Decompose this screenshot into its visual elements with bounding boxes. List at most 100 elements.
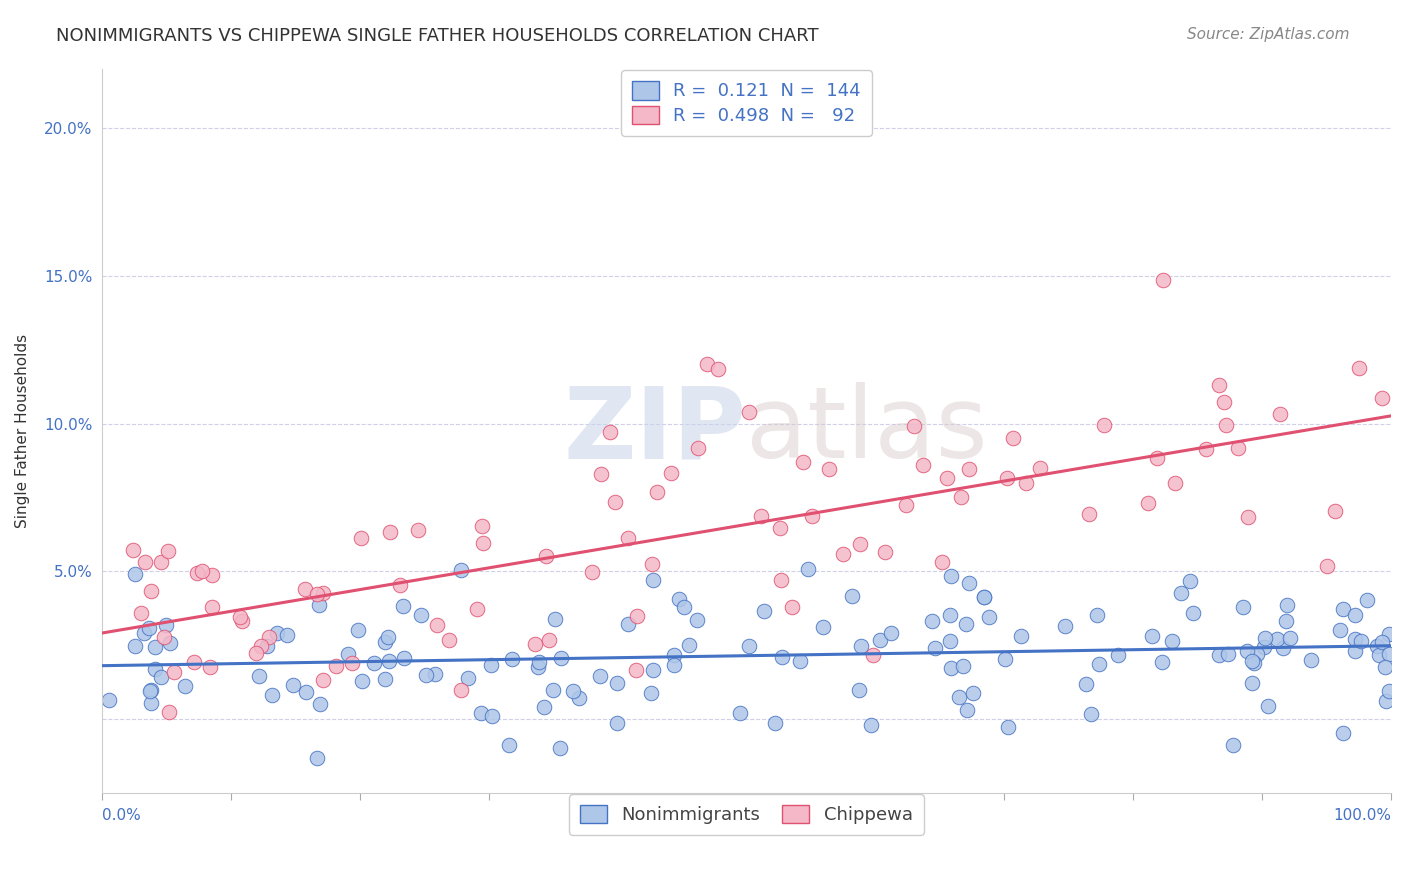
Point (245, 646, 267, 660)
Point (527, 655, 550, 669)
Point (1160, 633, 1182, 648)
Point (873, 545, 896, 559)
Point (955, 617, 977, 632)
Point (134, 625, 156, 640)
Point (174, 679, 197, 693)
Point (1257, 698, 1279, 713)
Point (143, 640, 166, 654)
Point (938, 607, 960, 622)
Point (997, 720, 1019, 734)
Point (849, 537, 872, 551)
Point (1240, 654, 1263, 668)
Point (131, 607, 153, 621)
Point (450, 563, 472, 577)
Point (792, 455, 814, 469)
Point (686, 613, 709, 627)
Point (481, 709, 503, 723)
Point (1015, 475, 1038, 490)
Point (1272, 640, 1295, 655)
Point (1080, 706, 1102, 721)
Point (957, 575, 980, 590)
Point (308, 598, 330, 612)
Point (617, 531, 640, 545)
Point (1324, 504, 1347, 518)
Point (641, 557, 664, 571)
Point (770, 650, 793, 665)
Point (471, 519, 494, 533)
Point (201, 599, 224, 614)
Point (1253, 632, 1275, 646)
Point (501, 652, 523, 666)
Point (305, 750, 328, 764)
Point (157, 544, 180, 558)
Y-axis label: Single Father Households: Single Father Households (15, 334, 30, 528)
Point (851, 640, 873, 654)
Point (664, 648, 686, 663)
Point (678, 638, 700, 652)
Point (1253, 640, 1275, 654)
Point (1368, 648, 1391, 662)
Point (294, 684, 316, 698)
Point (782, 599, 804, 614)
Point (841, 589, 863, 603)
Point (1195, 442, 1218, 456)
Point (201, 567, 224, 582)
Point (155, 617, 177, 632)
Point (1270, 407, 1292, 421)
Point (862, 648, 884, 663)
Point (1243, 657, 1265, 671)
Point (281, 678, 304, 692)
Point (247, 668, 270, 682)
Point (1275, 599, 1298, 613)
Point (1215, 418, 1237, 433)
Point (266, 626, 288, 640)
Point (1085, 607, 1108, 622)
Point (730, 706, 752, 720)
Point (1344, 644, 1367, 658)
Point (363, 656, 385, 670)
Point (1274, 615, 1296, 629)
Point (1088, 657, 1111, 672)
Point (789, 654, 811, 668)
Point (257, 630, 280, 644)
Point (1142, 629, 1164, 643)
Point (392, 599, 415, 614)
Point (811, 619, 834, 633)
Point (973, 590, 995, 604)
Point (377, 630, 399, 644)
Point (1150, 655, 1173, 669)
Point (831, 547, 853, 561)
Point (374, 634, 396, 648)
Point (139, 682, 162, 697)
Point (124, 639, 146, 653)
Point (406, 523, 429, 537)
Point (143, 662, 166, 676)
Point (544, 612, 567, 626)
Point (139, 683, 162, 698)
Point (190, 565, 212, 579)
Point (738, 405, 761, 419)
Point (228, 609, 250, 624)
Point (1378, 627, 1400, 641)
Point (352, 673, 374, 688)
Point (124, 567, 146, 582)
Point (1344, 632, 1367, 646)
Point (643, 573, 665, 587)
Point (534, 549, 557, 563)
Point (696, 357, 718, 371)
Point (949, 491, 972, 505)
Point (1278, 631, 1301, 645)
Point (1348, 361, 1371, 376)
Point (668, 591, 690, 606)
Point (952, 659, 974, 673)
Point (150, 555, 173, 569)
Point (752, 604, 775, 618)
Point (1010, 629, 1032, 643)
Point (541, 682, 564, 697)
Point (423, 666, 446, 681)
Point (1028, 461, 1050, 475)
Point (589, 467, 612, 482)
Point (1265, 632, 1288, 647)
Point (337, 648, 360, 662)
Point (935, 471, 957, 485)
